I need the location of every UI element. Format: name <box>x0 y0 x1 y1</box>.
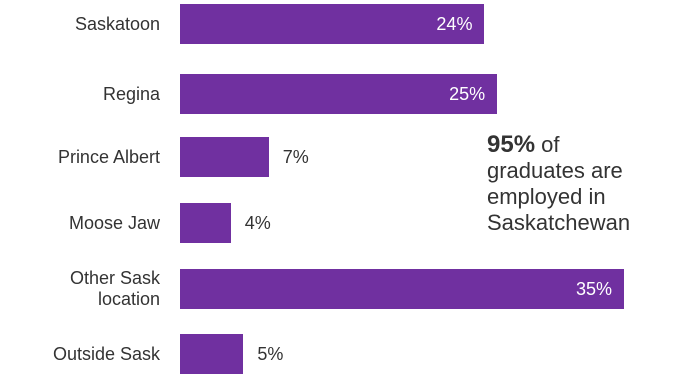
value-label: 24% <box>436 14 473 34</box>
bar-other-sask-location <box>180 269 624 309</box>
category-label: Prince Albert <box>57 146 160 167</box>
value-label: 35% <box>575 279 612 299</box>
category-label: Saskatoon <box>74 13 160 34</box>
category-label: Regina <box>102 83 160 104</box>
value-label: 25% <box>449 84 486 104</box>
value-label: 4% <box>244 213 271 233</box>
bar-prince-albert <box>180 137 269 177</box>
bar-saskatoon <box>180 4 485 44</box>
value-label: 5% <box>257 344 284 364</box>
callout-text-2: graduates are <box>487 158 623 183</box>
value-label: 7% <box>282 147 309 167</box>
employment-callout: 95% of graduates are employed in Saskatc… <box>487 132 672 236</box>
callout-text-4: Saskatchewan <box>487 210 631 235</box>
category-label: Other Sask location <box>69 268 160 309</box>
bar-outside-sask <box>180 334 244 374</box>
callout-text-3: employed in <box>487 184 606 209</box>
category-label: Outside Sask <box>52 343 160 364</box>
bar-regina <box>180 74 498 114</box>
callout-text-1: of <box>535 132 560 157</box>
bar-moose-jaw <box>180 203 231 243</box>
callout-highlight: 95% <box>487 131 536 158</box>
category-label: Moose Jaw <box>68 212 160 233</box>
